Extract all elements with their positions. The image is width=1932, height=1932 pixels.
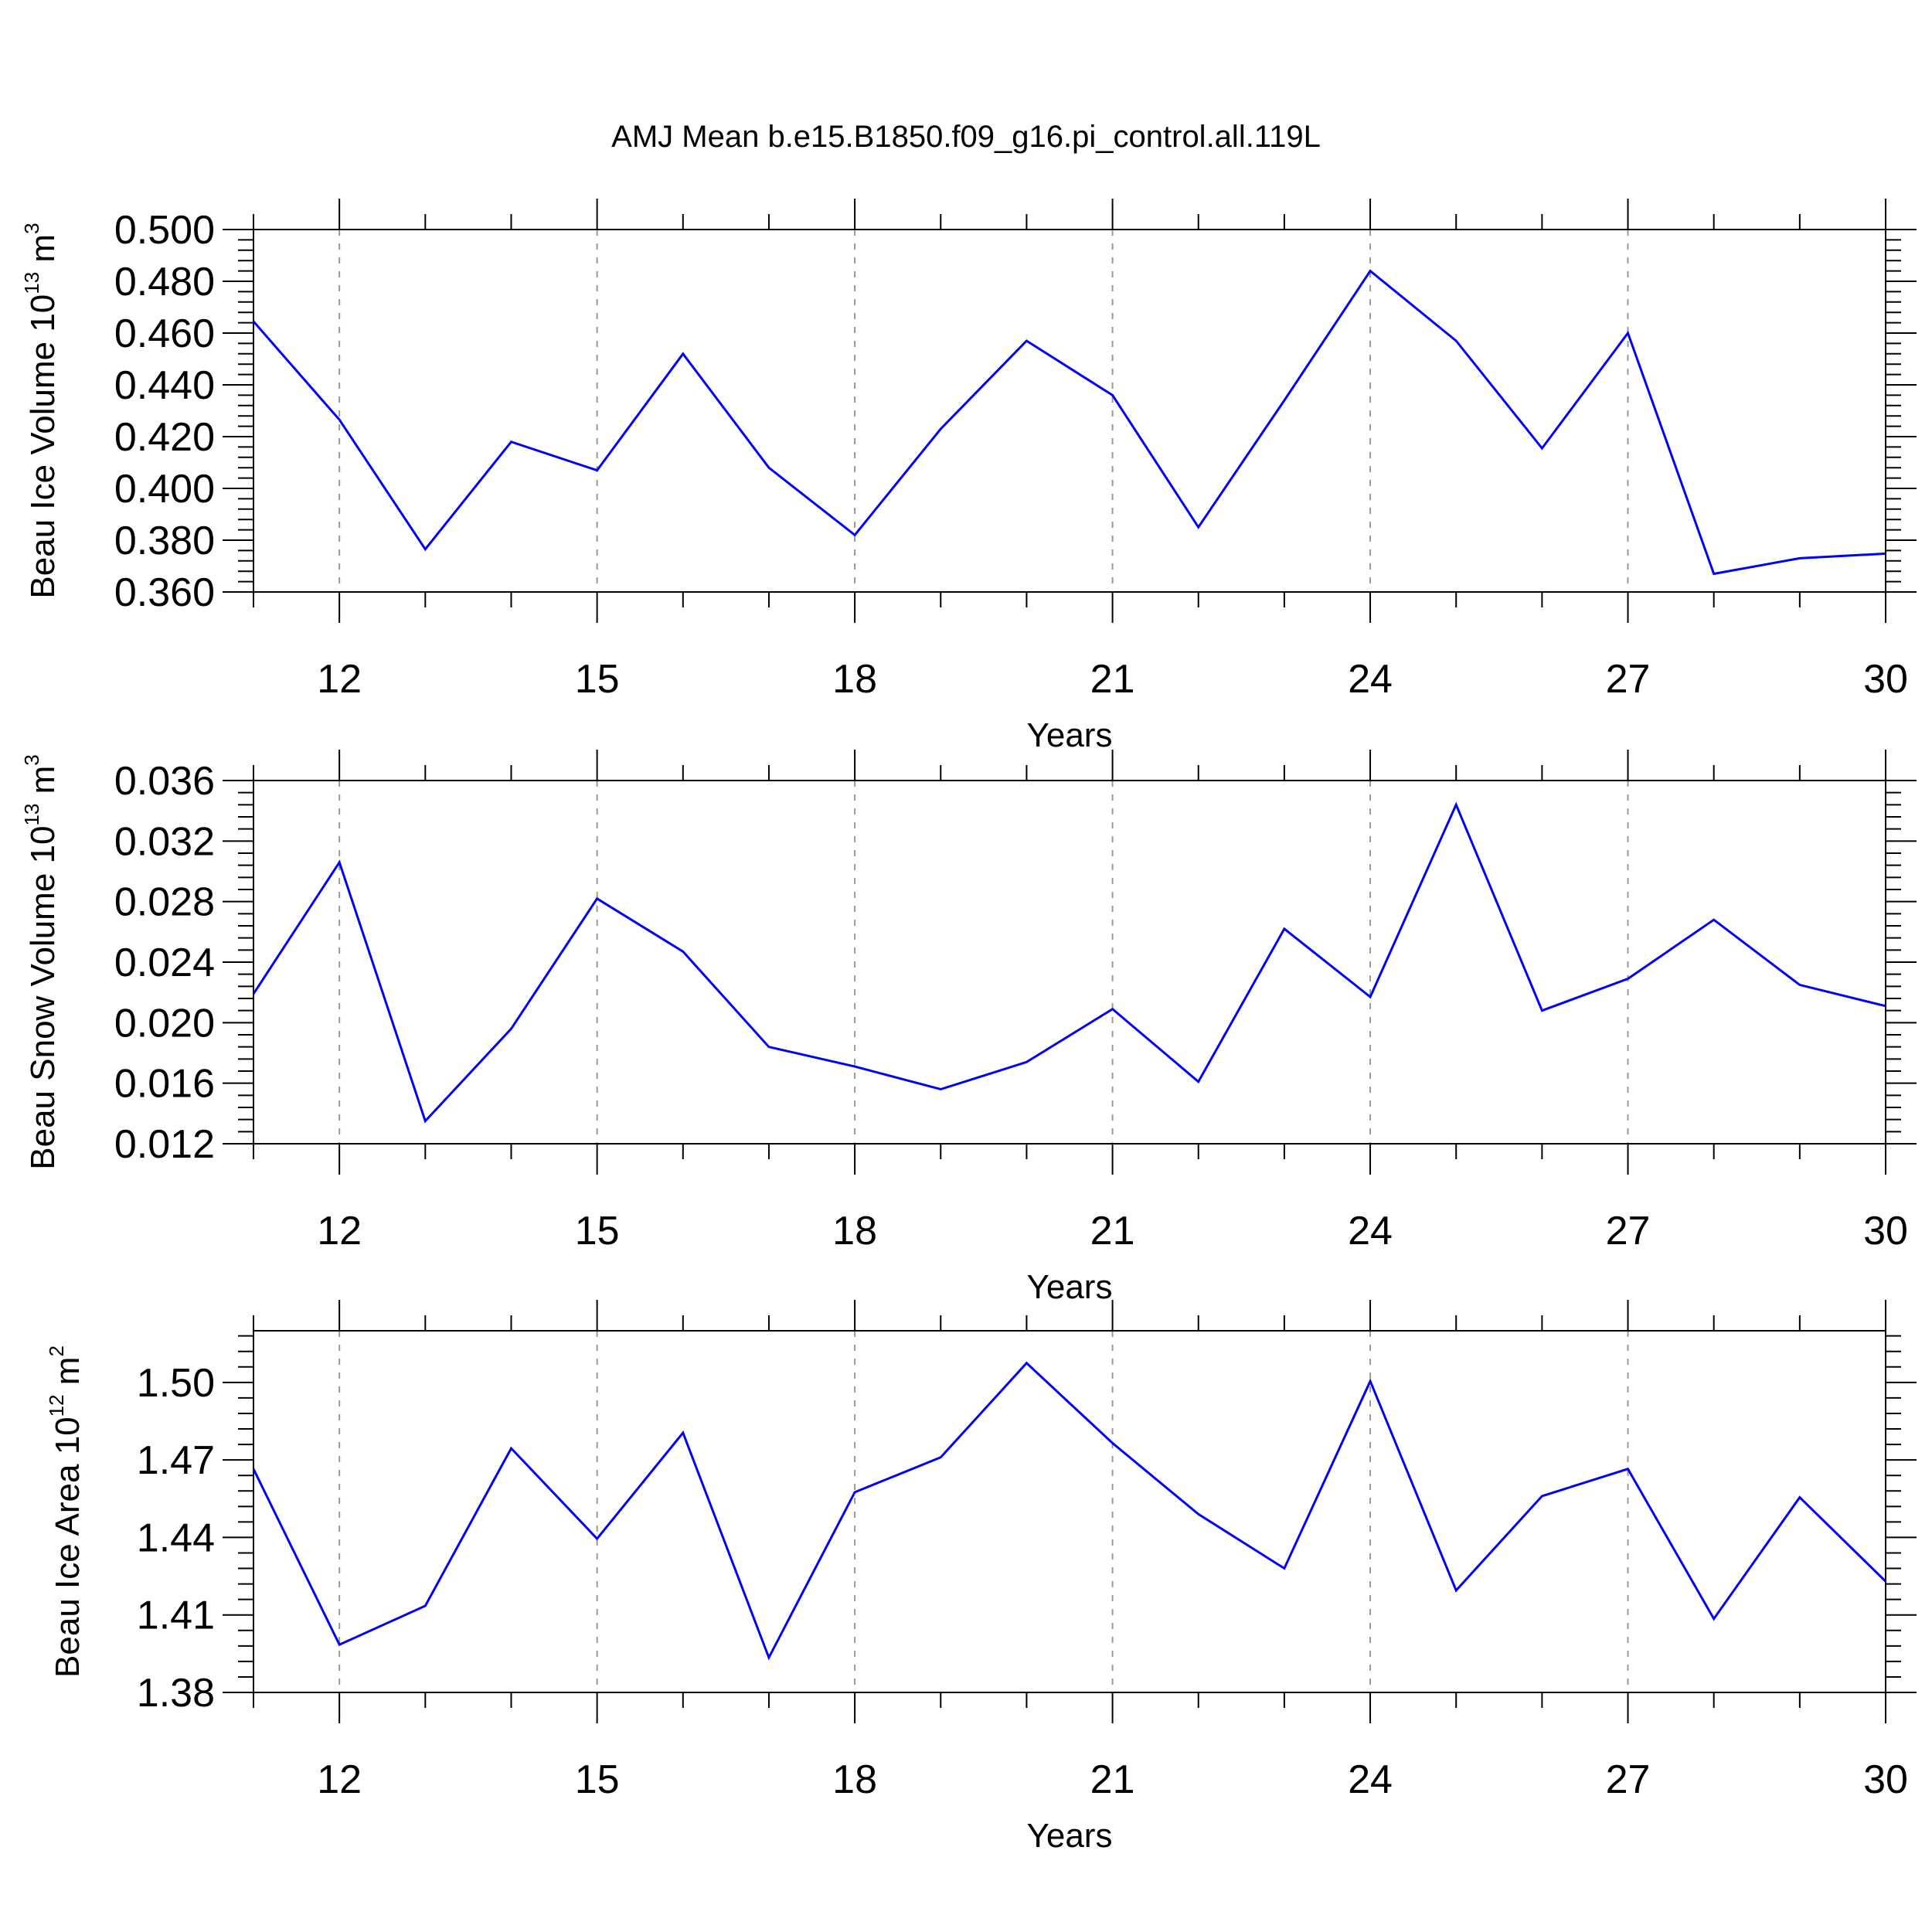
y-tick-label: 0.420 — [114, 415, 215, 460]
plot-frame — [253, 1330, 1886, 1693]
x-tick-label: 12 — [317, 657, 362, 702]
y-tick-label: 1.38 — [137, 1671, 215, 1716]
x-tick-label: 15 — [575, 1757, 620, 1802]
x-tick-label: 27 — [1606, 1757, 1651, 1802]
x-tick-label: 30 — [1863, 1757, 1908, 1802]
series-line — [252, 1361, 1887, 1661]
y-axis-label-unit: m — [24, 766, 62, 804]
plot-frame — [253, 229, 1886, 593]
series-line — [252, 801, 1886, 1124]
y-tick-label: 0.380 — [114, 519, 215, 563]
x-tick-label: 15 — [575, 1209, 620, 1253]
x-axis-label: Years — [1027, 1268, 1113, 1306]
x-tick-label: 18 — [832, 1209, 877, 1253]
y-axis-label-unit: m — [49, 1357, 87, 1395]
y-tick-label: 0.480 — [114, 260, 215, 304]
y-tick-label: 1.44 — [137, 1515, 215, 1560]
x-tick-label: 15 — [575, 657, 620, 702]
x-tick-label: 12 — [317, 1757, 362, 1802]
x-tick-label: 27 — [1606, 1209, 1651, 1253]
y-tick-label: 1.41 — [137, 1594, 215, 1638]
y-tick-label: 0.500 — [114, 208, 215, 253]
y-axis-label: Beau Ice Volume 1013 m3 — [20, 223, 62, 598]
panel-2: 0.012 0.016 0.020 0.024 0.028 0.032 0.036 12 15 1… — [20, 750, 1917, 1306]
y-axis-label-unit-exponent: 3 — [20, 223, 43, 233]
y-tick-label: 0.400 — [114, 467, 215, 512]
y-tick-label: 0.016 — [114, 1062, 215, 1107]
figure-title: AMJ Mean b.e15.B1850.f09_g16.pi_control.… — [611, 120, 1321, 154]
y-tick-label: 0.024 — [114, 940, 215, 985]
y-tick-label: 1.47 — [137, 1438, 215, 1483]
series-line — [252, 269, 1886, 576]
y-axis-label: Beau Ice Area 1012 m2 — [45, 1345, 87, 1678]
y-tick-label: 0.032 — [114, 819, 215, 864]
x-axis-label: Years — [1027, 716, 1113, 754]
x-tick-label: 24 — [1348, 1757, 1393, 1802]
x-tick-label: 24 — [1348, 1209, 1393, 1253]
y-tick-label: 0.460 — [114, 311, 215, 356]
x-axis-label: Years — [1027, 1817, 1113, 1855]
y-tick-label: 1.50 — [137, 1361, 215, 1406]
y-axis-label-text: Beau Snow Volume 10 — [24, 826, 62, 1170]
y-axis-label-exponent: 12 — [45, 1394, 68, 1417]
y-axis-label-text: Beau Ice Volume 10 — [24, 294, 62, 599]
x-tick-label: 30 — [1863, 657, 1908, 702]
y-axis-label-exponent: 13 — [20, 272, 43, 294]
x-tick-label: 21 — [1090, 1209, 1135, 1253]
y-tick-label: 0.012 — [114, 1122, 215, 1167]
y-axis-label-text: Beau Ice Area 10 — [49, 1417, 87, 1678]
x-tick-label: 18 — [832, 1757, 877, 1802]
y-tick-label: 0.028 — [114, 880, 215, 925]
y-tick-label: 0.440 — [114, 363, 215, 408]
y-axis-label-exponent: 13 — [20, 804, 43, 826]
x-tick-label: 18 — [832, 657, 877, 702]
y-axis-label-unit-exponent: 2 — [45, 1345, 68, 1356]
y-axis-label: Beau Snow Volume 1013 m3 — [20, 754, 62, 1169]
x-tick-label: 21 — [1090, 1757, 1135, 1802]
x-tick-label: 30 — [1863, 1209, 1908, 1253]
y-axis-label-unit: m — [24, 234, 62, 272]
y-tick-label: 0.360 — [114, 570, 215, 615]
panel-3: 1.38 1.41 1.44 1.47 1.50 12 15 18 21 24 27 30 Years B… — [45, 1300, 1917, 1855]
y-axis-label-unit-exponent: 3 — [20, 754, 43, 765]
x-tick-label: 21 — [1090, 657, 1135, 702]
x-tick-label: 27 — [1606, 657, 1651, 702]
panels: 0.360 0.380 0.400 0.420 0.440 0.460 0.480 0.500… — [20, 199, 1917, 1855]
y-tick-label: 0.036 — [114, 759, 215, 804]
y-tick-label: 0.020 — [114, 1001, 215, 1046]
plot-frame — [253, 780, 1886, 1145]
x-tick-label: 24 — [1348, 657, 1393, 702]
x-tick-label: 12 — [317, 1209, 362, 1253]
panel-1: 0.360 0.380 0.400 0.420 0.440 0.460 0.480 0.500… — [20, 199, 1917, 754]
